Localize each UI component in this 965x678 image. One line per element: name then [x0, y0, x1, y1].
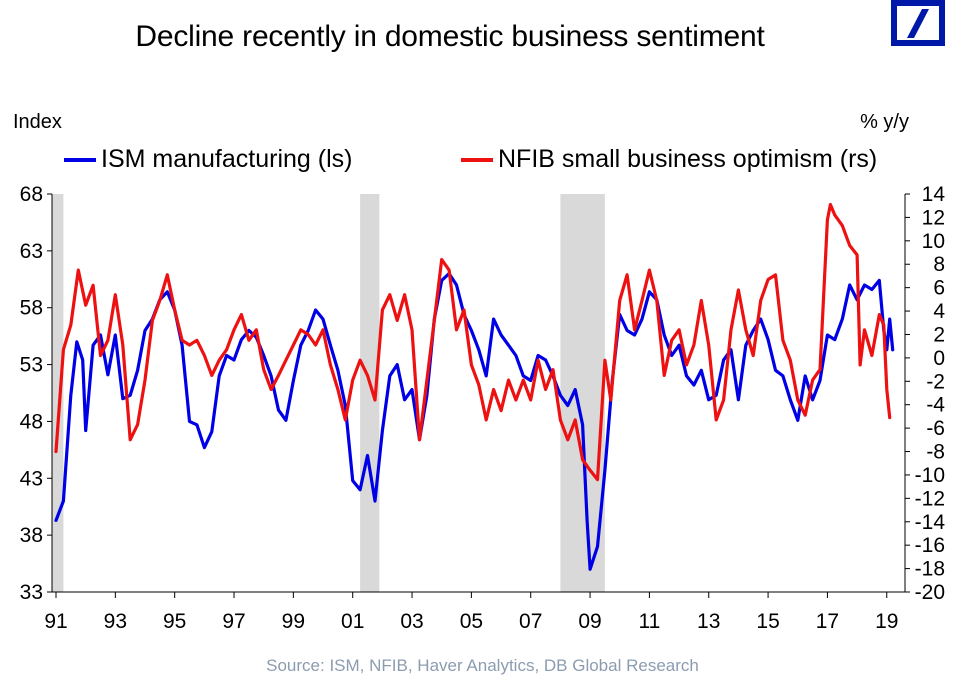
right-tick-label: 10 [922, 230, 945, 253]
legend-item-nfib: NFIB small business optimism (rs) [461, 145, 877, 174]
chart-title: Decline recently in domestic business se… [135, 20, 765, 53]
right-tick-label: -6 [926, 417, 945, 440]
left-tick-label: 68 [20, 183, 43, 206]
x-tick-label: 01 [341, 610, 364, 633]
x-tick-label: 91 [44, 610, 67, 633]
x-tick-label: 07 [519, 610, 542, 633]
x-tick-label: 93 [104, 610, 127, 633]
right-tick-label: -16 [915, 534, 945, 557]
left-tick-label: 43 [20, 467, 43, 490]
series-line-ism [54, 272, 895, 571]
right-tick-label: -14 [915, 511, 946, 534]
left-tick-label: 63 [20, 240, 43, 263]
legend-item-ism: ISM manufacturing (ls) [64, 145, 352, 174]
right-tick-label: -12 [915, 487, 945, 510]
legend-swatch-ism [64, 157, 96, 162]
right-tick-label: -10 [915, 464, 945, 487]
recession-band [560, 194, 605, 592]
x-tick-label: 17 [816, 610, 839, 633]
right-tick-label: -20 [915, 581, 945, 604]
right-tick-label: -8 [926, 441, 945, 464]
right-tick-label: 2 [933, 323, 945, 346]
x-tick-label: 15 [756, 610, 779, 633]
right-tick-label: 12 [922, 206, 945, 229]
right-tick-label: 0 [933, 347, 945, 370]
deutsche-bank-logo-icon [891, 0, 945, 46]
left-tick-label: 38 [20, 524, 43, 547]
left-tick-label: 58 [20, 297, 43, 320]
legend-label-nfib: NFIB small business optimism (rs) [498, 145, 878, 173]
right-tick-label: 8 [933, 253, 945, 276]
x-tick-label: 19 [875, 610, 898, 633]
right-tick-label: -2 [926, 370, 945, 393]
x-tick-label: 99 [282, 610, 305, 633]
x-tick-label: 05 [460, 610, 483, 633]
series-line-nfib [54, 202, 892, 482]
right-tick-label: 14 [922, 183, 946, 206]
x-tick-label: 13 [697, 610, 720, 633]
right-tick-label: -4 [926, 394, 945, 417]
x-tick-label: 95 [163, 610, 186, 633]
x-tick-label: 97 [222, 610, 245, 633]
left-tick-label: 53 [20, 354, 43, 377]
x-tick-label: 09 [578, 610, 601, 633]
right-tick-label: 4 [933, 300, 945, 323]
right-axis-title: % y/y [860, 111, 909, 133]
left-tick-label: 48 [20, 410, 43, 433]
x-tick-label: 11 [638, 610, 660, 633]
legend-swatch-nfib [461, 157, 493, 162]
right-tick-label: 6 [933, 277, 945, 300]
legend-label-ism: ISM manufacturing (ls) [101, 145, 353, 173]
left-tick-label: 33 [20, 581, 43, 604]
right-tick-label: -18 [915, 558, 945, 581]
source-note: Source: ISM, NFIB, Haver Analytics, DB G… [266, 656, 699, 675]
left-axis-title: Index [13, 111, 62, 133]
recession-band [52, 194, 64, 592]
x-tick-label: 03 [400, 610, 423, 633]
